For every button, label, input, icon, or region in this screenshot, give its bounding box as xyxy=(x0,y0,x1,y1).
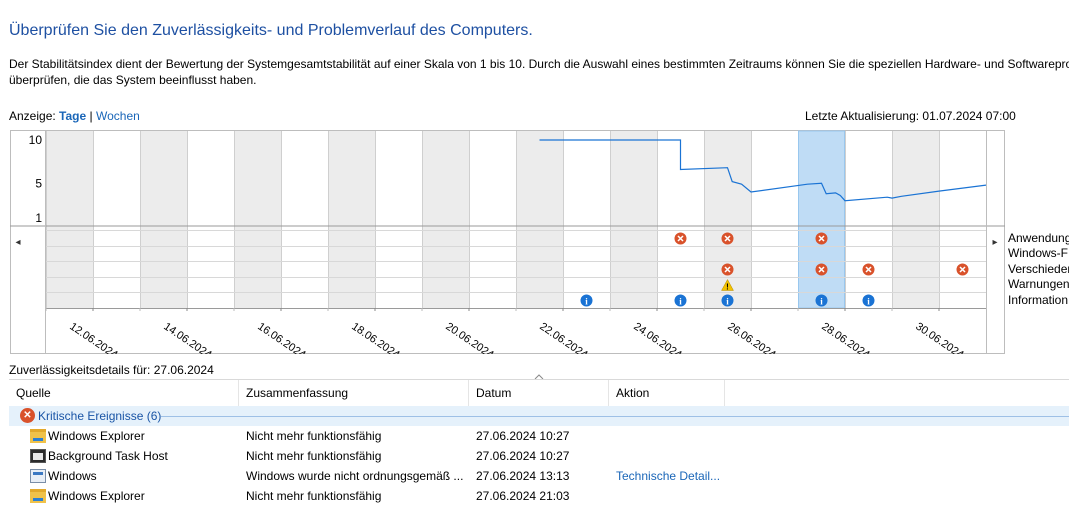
y-tick-label: 5 xyxy=(35,176,42,190)
info-i-mark: i xyxy=(585,297,588,307)
folder-icon xyxy=(30,429,46,443)
table-row[interactable]: Background Task Host Nicht mehr funktion… xyxy=(9,446,1069,466)
view-days-link[interactable]: Tage xyxy=(59,109,87,123)
day-column[interactable] xyxy=(939,131,986,309)
window-icon xyxy=(30,469,46,483)
day-column[interactable] xyxy=(328,131,375,309)
row-date: 27.06.2024 10:27 xyxy=(476,429,570,443)
table-row[interactable]: Windows Windows wurde nicht ordnungsgemä… xyxy=(9,466,1069,486)
group-divider xyxy=(161,416,1069,417)
event-category-label: Information xyxy=(1008,292,1069,307)
error-cross-mark xyxy=(724,235,731,242)
day-column[interactable] xyxy=(610,131,657,309)
row-summary: Windows wurde nicht ordnungsgemäß ... xyxy=(246,469,464,483)
row-date: 27.06.2024 10:27 xyxy=(476,449,570,463)
day-column[interactable] xyxy=(93,131,140,309)
info-i-mark: i xyxy=(679,297,682,307)
table-row[interactable]: Windows Explorer Nicht mehr funktionsfäh… xyxy=(9,426,1069,446)
day-column[interactable] xyxy=(892,131,939,309)
row-date: 27.06.2024 13:13 xyxy=(476,469,570,483)
group-label: Kritische Ereignisse (6) xyxy=(38,409,162,423)
critical-error-icon: ✕ xyxy=(20,408,35,423)
column-header-summary[interactable]: Zusammenfassung xyxy=(239,380,469,406)
y-tick-label: 1 xyxy=(35,211,42,225)
y-tick-label: 10 xyxy=(29,133,43,147)
group-header-critical-events[interactable]: ✕ Kritische Ereignisse (6) xyxy=(9,406,1069,426)
day-column[interactable] xyxy=(563,131,610,309)
details-table: Quelle Zusammenfassung Datum Aktion ✕ Kr… xyxy=(9,379,1069,506)
event-category-label: Warnungen xyxy=(1008,277,1069,292)
row-source: Background Task Host xyxy=(48,449,168,463)
view-selector: Anzeige: Tage | Wochen xyxy=(9,109,140,123)
day-column[interactable] xyxy=(140,131,187,309)
info-event-icon[interactable] xyxy=(721,294,734,307)
view-prefix: Anzeige: xyxy=(9,109,56,123)
column-header-action[interactable]: Aktion xyxy=(609,380,725,406)
row-source: Windows Explorer xyxy=(48,489,145,503)
column-header-source[interactable]: Quelle xyxy=(9,380,239,406)
day-column[interactable] xyxy=(234,131,281,309)
info-event-icon[interactable] xyxy=(815,294,828,307)
view-separator: | xyxy=(89,109,93,123)
description-line-1: Der Stabilitätsindex dient der Bewertung… xyxy=(9,57,1069,71)
event-category-label: Windows-F xyxy=(1008,246,1069,261)
row-summary: Nicht mehr funktionsfähig xyxy=(246,489,382,503)
table-row[interactable]: Windows Explorer Nicht mehr funktionsfäh… xyxy=(9,486,1069,506)
page-title: Überprüfen Sie den Zuverlässigkeits- und… xyxy=(9,22,533,39)
app-icon xyxy=(30,449,46,463)
stability-index-line xyxy=(539,139,987,202)
error-cross-mark xyxy=(724,266,731,273)
column-header-date[interactable]: Datum xyxy=(469,380,609,406)
day-column[interactable] xyxy=(469,131,516,309)
info-event-icon[interactable] xyxy=(674,294,687,307)
error-cross-mark xyxy=(959,266,966,273)
info-event-icon[interactable] xyxy=(862,294,875,307)
row-source: Windows Explorer xyxy=(48,429,145,443)
description-line-2: überprüfen, die das System beeinflusst h… xyxy=(9,73,257,87)
view-weeks-link[interactable]: Wochen xyxy=(95,109,140,123)
info-i-mark: i xyxy=(867,297,870,307)
row-summary: Nicht mehr funktionsfähig xyxy=(246,429,382,443)
info-i-mark: i xyxy=(726,297,729,307)
technical-details-link[interactable]: Technische Detail... xyxy=(616,469,721,483)
event-category-label: Anwendung xyxy=(1008,231,1069,245)
error-cross-mark xyxy=(818,266,825,273)
row-summary: Nicht mehr funktionsfähig xyxy=(246,449,382,463)
day-column[interactable] xyxy=(46,131,93,309)
last-update: Letzte Aktualisierung: 01.07.2024 07:00 xyxy=(805,109,1016,123)
day-column[interactable] xyxy=(845,131,892,309)
folder-icon xyxy=(30,489,46,503)
sort-caret-icon xyxy=(534,374,544,380)
error-cross-mark xyxy=(865,266,872,273)
info-event-icon[interactable] xyxy=(580,294,593,307)
row-source: Windows xyxy=(48,469,97,483)
details-label: Zuverlässigkeitsdetails für: 27.06.2024 xyxy=(9,363,214,377)
info-i-mark: i xyxy=(820,297,823,307)
warning-event-icon[interactable] xyxy=(721,278,734,291)
day-column[interactable] xyxy=(422,131,469,309)
day-column[interactable] xyxy=(375,131,422,309)
event-category-label: Verschieden xyxy=(1008,261,1069,276)
day-column[interactable] xyxy=(281,131,328,309)
day-column[interactable] xyxy=(751,131,798,309)
day-column[interactable] xyxy=(516,131,563,309)
day-column[interactable] xyxy=(187,131,234,309)
scroll-left-arrow-icon[interactable]: ◂ xyxy=(15,237,20,248)
error-cross-mark xyxy=(677,235,684,242)
scroll-right-arrow-icon[interactable]: ▸ xyxy=(992,237,997,248)
row-date: 27.06.2024 21:03 xyxy=(476,489,570,503)
day-column[interactable] xyxy=(798,131,845,309)
warning-exclamation-mark: ! xyxy=(726,283,729,292)
error-cross-mark xyxy=(818,235,825,242)
